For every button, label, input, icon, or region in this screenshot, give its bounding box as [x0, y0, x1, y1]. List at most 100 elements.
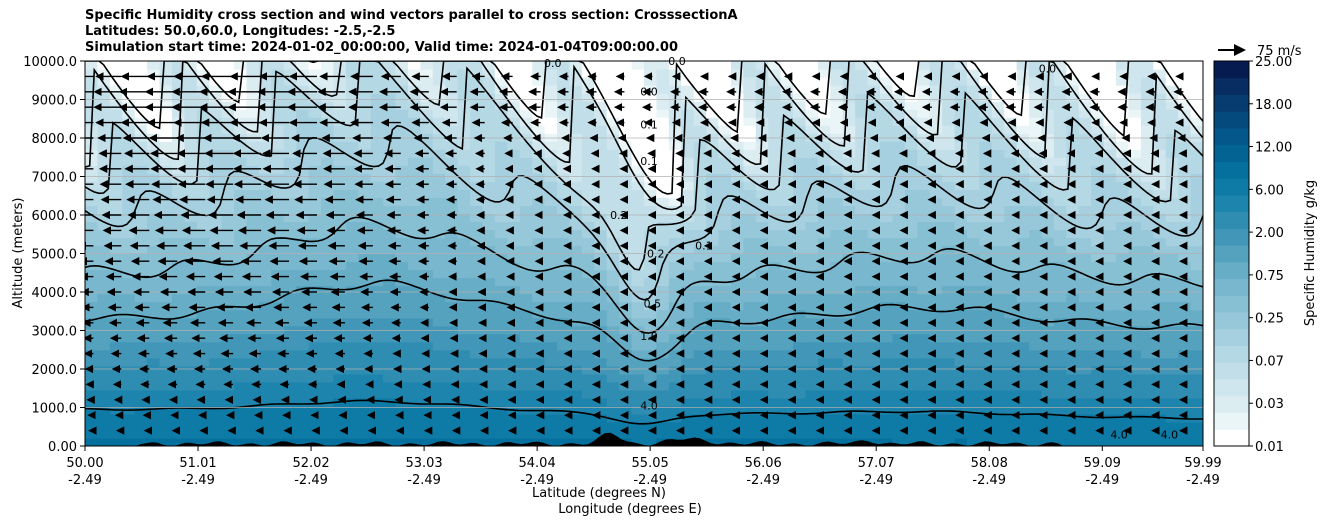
contour-line: [85, 61, 1203, 195]
field-cell: [1066, 357, 1080, 367]
field-cell: [718, 173, 732, 182]
field-cell: [805, 285, 819, 295]
field-cell: [308, 253, 322, 263]
field-cell: [122, 205, 136, 214]
field-cell: [1029, 101, 1043, 110]
field-cell: [1116, 197, 1130, 206]
field-cell: [321, 221, 335, 231]
field-cell: [85, 245, 99, 255]
field-cell: [184, 333, 198, 343]
field-cell: [991, 413, 1005, 423]
field-cell: [631, 205, 645, 214]
field-cell: [258, 429, 272, 439]
chart-title-line-3: Simulation start time: 2024-01-02_00:00:…: [85, 40, 678, 55]
field-cell: [793, 237, 807, 247]
field-cell: [1190, 269, 1203, 279]
field-cell: [793, 213, 807, 223]
field-cell: [718, 373, 732, 383]
field-cell: [519, 389, 533, 399]
field-cell: [1041, 213, 1055, 223]
field-cell: [345, 149, 359, 158]
field-cell: [221, 197, 235, 206]
field-cell: [966, 197, 980, 206]
field-cell: [370, 61, 384, 70]
field-cell: [109, 309, 123, 319]
field-cell: [1053, 181, 1067, 190]
field-cell: [209, 109, 223, 118]
field-cell: [1016, 189, 1030, 198]
field-cell: [159, 213, 173, 223]
field-cell: [1103, 149, 1117, 158]
field-cell: [147, 277, 161, 287]
field-cell: [333, 117, 347, 126]
field-cell: [830, 229, 844, 239]
field-cell: [507, 373, 521, 383]
field-cell: [656, 325, 670, 335]
field-cell: [805, 93, 819, 102]
field-cell: [1004, 205, 1018, 214]
field-cell: [1016, 349, 1030, 359]
field-cell: [494, 213, 508, 223]
field-cell: [942, 421, 956, 431]
field-cell: [706, 261, 720, 271]
field-cell: [743, 125, 757, 134]
field-cell: [743, 85, 757, 94]
field-cell: [681, 285, 695, 295]
field-cell: [1004, 341, 1018, 351]
field-cell: [631, 357, 645, 367]
field-cell: [1066, 325, 1080, 335]
field-cell: [1165, 133, 1179, 142]
field-cell: [991, 141, 1005, 150]
field-cell: [569, 397, 583, 407]
field-cell: [619, 61, 633, 70]
field-cell: [768, 205, 782, 214]
field-cell: [966, 229, 980, 239]
field-cell: [1153, 253, 1167, 263]
field-cell: [432, 277, 446, 287]
field-cell: [904, 133, 918, 142]
field-cell: [954, 429, 968, 439]
field-cell: [743, 277, 757, 287]
field-cell: [855, 149, 869, 158]
field-cell: [718, 221, 732, 231]
field-cell: [420, 109, 434, 118]
field-cell: [780, 77, 794, 86]
field-cell: [855, 109, 869, 118]
field-cell: [718, 365, 732, 375]
field-cell: [147, 229, 161, 239]
field-cell: [544, 301, 558, 311]
field-cell: [768, 341, 782, 351]
field-cell: [942, 77, 956, 86]
field-cell: [979, 389, 993, 399]
field-cell: [718, 437, 732, 446]
field-cell: [880, 437, 894, 446]
field-cell: [122, 437, 136, 446]
field-cell: [954, 365, 968, 375]
field-cell: [594, 373, 608, 383]
field-cell: [1165, 357, 1179, 367]
field-cell: [1165, 365, 1179, 375]
field-cell: [1103, 301, 1117, 311]
field-cell: [880, 333, 894, 343]
field-cell: [880, 421, 894, 431]
field-cell: [706, 373, 720, 383]
field-cell: [1116, 349, 1130, 359]
field-cell: [942, 221, 956, 231]
field-cell: [171, 93, 185, 102]
field-cell: [569, 325, 583, 335]
field-cell: [196, 197, 210, 206]
field-cell: [619, 365, 633, 375]
field-cell: [743, 245, 757, 255]
field-cell: [196, 245, 210, 255]
field-cell: [954, 293, 968, 303]
field-cell: [1004, 365, 1018, 375]
field-cell: [631, 301, 645, 311]
field-cell: [345, 365, 359, 375]
field-cell: [1178, 349, 1192, 359]
field-cell: [631, 413, 645, 423]
field-cell: [817, 325, 831, 335]
field-cell: [644, 85, 658, 94]
field-cell: [1041, 117, 1055, 126]
field-cell: [1165, 109, 1179, 118]
field-cell: [283, 149, 297, 158]
